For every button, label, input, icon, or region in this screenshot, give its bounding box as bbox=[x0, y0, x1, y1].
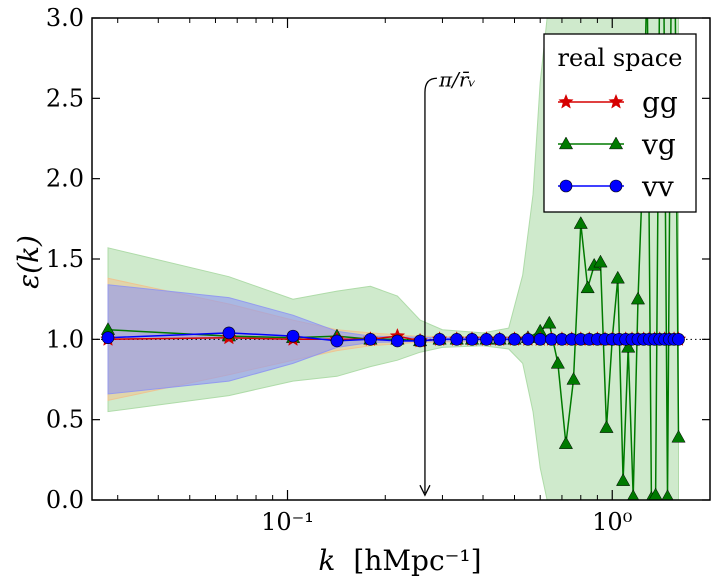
legend-marker-vv bbox=[559, 179, 573, 193]
point-vv-34 bbox=[672, 333, 685, 346]
annotation-arrow-head bbox=[419, 484, 431, 497]
point-vg-22 bbox=[593, 254, 608, 268]
point-vg-26 bbox=[616, 473, 631, 486]
point-vg-39 bbox=[671, 429, 686, 443]
point-vv-2 bbox=[286, 329, 300, 343]
legend-label-vv: vv bbox=[641, 170, 674, 203]
point-vv-7 bbox=[433, 333, 446, 346]
point-vg-15 bbox=[542, 315, 557, 329]
point-vg-19 bbox=[573, 216, 588, 229]
axis-ticks: 0.0 0.5 1.0 1.5 2.0 2.5 3.0 10⁻¹ 10⁰ bbox=[46, 4, 711, 536]
point-vg-36 bbox=[661, 489, 674, 500]
legend-marker-vg bbox=[608, 136, 624, 150]
point-vv-12 bbox=[508, 333, 521, 346]
band-vg bbox=[107, 18, 679, 500]
x-axis-title: k [hMpc⁻¹] bbox=[318, 544, 481, 577]
point-vv-10 bbox=[480, 333, 493, 346]
legend-title: real space bbox=[558, 44, 683, 72]
x-tick-label: 10⁻¹ bbox=[261, 508, 314, 536]
point-vv-0 bbox=[101, 331, 115, 345]
point-vg-29 bbox=[630, 291, 646, 305]
point-vv-6 bbox=[413, 334, 427, 348]
series-markers bbox=[100, 167, 687, 500]
x-axis-title-units: [hMpc⁻¹] bbox=[353, 544, 481, 577]
point-vg-17 bbox=[558, 436, 573, 449]
legend-marker-vg bbox=[558, 136, 574, 150]
point-vv-3 bbox=[330, 334, 344, 348]
annotation-group: π/r̄ᵥ bbox=[419, 67, 476, 497]
annotation-label: π/r̄ᵥ bbox=[438, 67, 476, 91]
legend-label-vg: vg bbox=[641, 128, 676, 161]
point-vv-14 bbox=[533, 333, 547, 346]
legend-marker-gg bbox=[558, 93, 574, 109]
annotation-arrow-line bbox=[424, 77, 437, 494]
y-tick-label: 1.0 bbox=[46, 325, 84, 353]
point-vv-13 bbox=[521, 333, 535, 346]
point-vg-18 bbox=[566, 371, 581, 385]
point-vg-25 bbox=[610, 270, 625, 284]
legend-marker-vv bbox=[609, 179, 623, 193]
point-vv-8 bbox=[450, 333, 464, 346]
y-axis-title: ε(k) bbox=[12, 235, 45, 289]
point-vg-28 bbox=[627, 489, 640, 500]
y-tick-label: 0.5 bbox=[46, 406, 84, 434]
point-vg-27 bbox=[621, 339, 636, 353]
x-tick-label: 10⁰ bbox=[592, 508, 632, 536]
point-vv-5 bbox=[391, 334, 404, 348]
y-tick-label: 2.5 bbox=[46, 84, 84, 112]
y-tick-label: 2.0 bbox=[46, 165, 84, 193]
y-tick-label: 0.0 bbox=[46, 486, 84, 514]
y-tick-label: 1.5 bbox=[46, 245, 84, 273]
legend-label-gg: gg bbox=[642, 86, 678, 119]
point-vg-23 bbox=[599, 420, 614, 433]
legend-marker-gg bbox=[608, 93, 624, 109]
point-vv-1 bbox=[222, 326, 236, 340]
point-vg-20 bbox=[580, 280, 595, 294]
point-vv-9 bbox=[465, 333, 479, 346]
point-vv-4 bbox=[364, 333, 377, 346]
x-axis-title-var: k bbox=[318, 544, 335, 577]
point-vg-33 bbox=[648, 487, 663, 500]
point-vg-16 bbox=[550, 355, 565, 369]
legend: real space gg vg vv bbox=[543, 33, 697, 213]
y-tick-label: 3.0 bbox=[46, 4, 84, 32]
point-vv-11 bbox=[493, 333, 506, 346]
